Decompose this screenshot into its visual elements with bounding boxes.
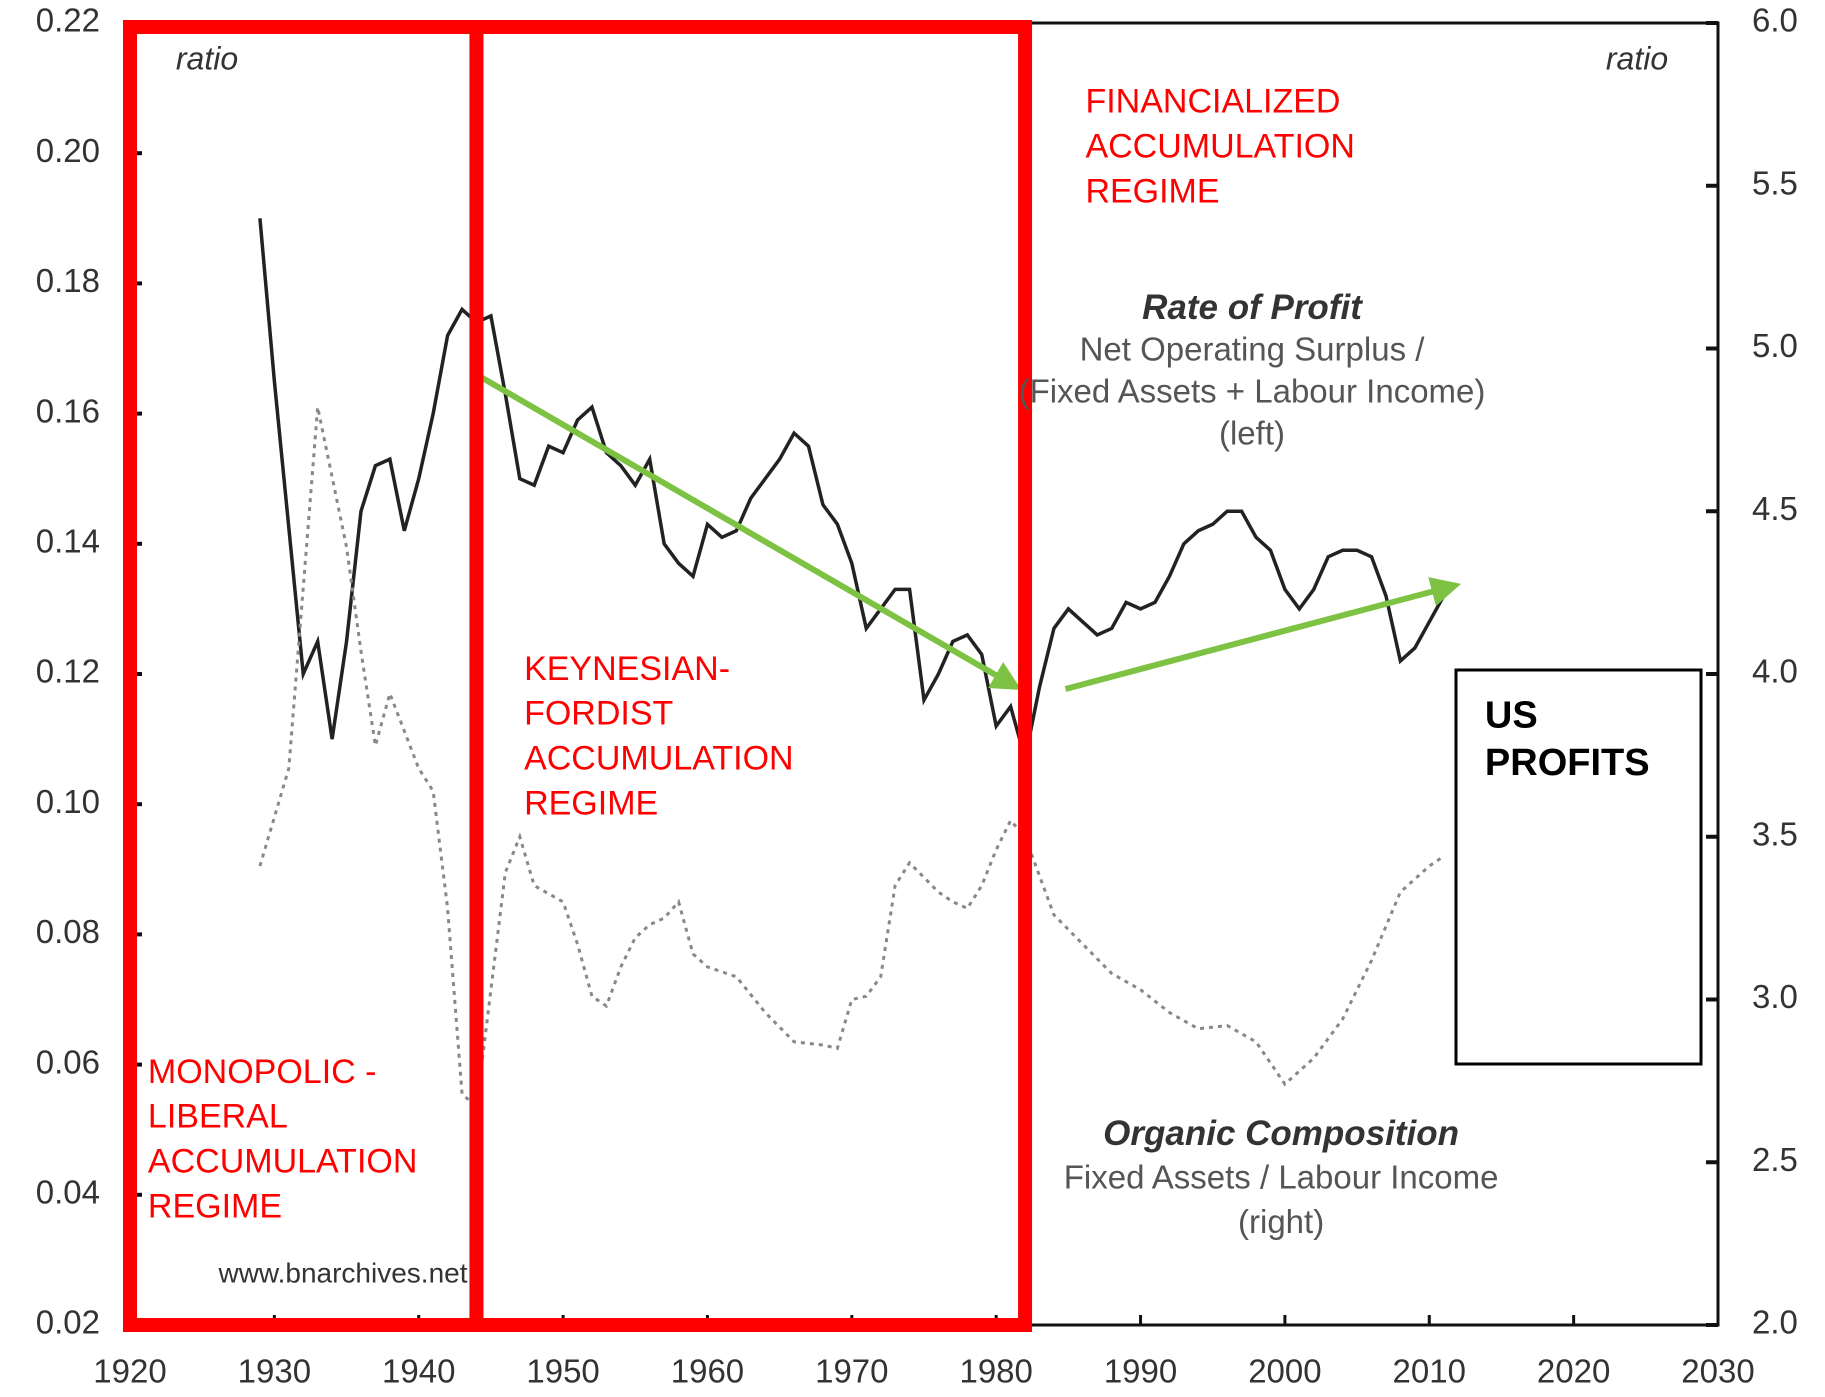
y-tick-label: 0.12: [36, 653, 100, 690]
x-tick-label: 2030: [1681, 1353, 1754, 1390]
box-label: US: [1485, 694, 1538, 736]
series-subtitle: Fixed Assets / Labour Income: [1064, 1159, 1499, 1196]
trend-arrow: [1064, 577, 1462, 692]
series-subtitle: (Fixed Assets + Labour Income): [1019, 372, 1486, 409]
regime-label: ACCUMULATION: [1085, 127, 1355, 165]
regime-label: FORDIST: [524, 695, 673, 733]
source: www.bnarchives.net: [217, 1257, 467, 1288]
regime-label: MONOPOLIC -: [148, 1053, 377, 1091]
y-tick-label: 0.20: [36, 132, 100, 169]
y-tick-label: 0.18: [36, 262, 100, 299]
y2-tick-label: 5.5: [1752, 164, 1798, 201]
y2-tick-label: 3.5: [1752, 815, 1798, 852]
regime-label: ACCUMULATION: [148, 1142, 418, 1180]
regime-label: REGIME: [148, 1187, 282, 1225]
y2-tick-label: 4.5: [1752, 490, 1798, 527]
y-axis-label: ratio: [176, 40, 238, 76]
x-tick-label: 2010: [1393, 1353, 1466, 1390]
y-tick-label: 0.16: [36, 392, 100, 429]
y2-tick-label: 2.0: [1752, 1304, 1798, 1341]
series-subtitle: (left): [1219, 414, 1285, 451]
box-label: PROFITS: [1485, 742, 1650, 784]
regime-label: FINANCIALIZED: [1085, 83, 1340, 121]
y2-tick-label: 4.0: [1752, 653, 1798, 690]
y2-tick-label: 6.0: [1752, 2, 1798, 39]
y-tick-label: 0.04: [36, 1174, 100, 1211]
x-tick-label: 1980: [959, 1353, 1032, 1390]
series-subtitle: (right): [1238, 1203, 1324, 1240]
regime-label: ACCUMULATION: [524, 739, 794, 777]
x-tick-label: 1940: [382, 1353, 455, 1390]
regime-label: KEYNESIAN-: [524, 650, 730, 688]
x-tick-label: 1960: [671, 1353, 744, 1390]
series-title: Rate of Profit: [1142, 288, 1363, 327]
x-tick-label: 1970: [815, 1353, 888, 1390]
y2-axis-label: ratio: [1606, 40, 1668, 76]
x-tick-label: 2020: [1537, 1353, 1610, 1390]
y-tick-label: 0.14: [36, 523, 100, 560]
y-tick-label: 0.22: [36, 2, 100, 39]
x-tick-label: 1930: [238, 1353, 311, 1390]
y2-tick-label: 2.5: [1752, 1141, 1798, 1178]
x-tick-label: 2000: [1248, 1353, 1321, 1390]
y2-tick-label: 3.0: [1752, 978, 1798, 1015]
y-tick-label: 0.08: [36, 913, 100, 950]
x-tick-label: 1920: [93, 1353, 166, 1390]
trend-arrow: [474, 371, 1022, 691]
y-tick-label: 0.02: [36, 1304, 100, 1341]
series-title: Organic Composition: [1103, 1114, 1459, 1153]
y-tick-label: 0.06: [36, 1043, 100, 1080]
regime-label: REGIME: [1085, 172, 1219, 210]
regime-label: LIBERAL: [148, 1098, 288, 1136]
y-tick-label: 0.10: [36, 783, 100, 820]
regime-label: REGIME: [524, 784, 658, 822]
x-tick-label: 1950: [526, 1353, 599, 1390]
regime-box: [469, 20, 1033, 1332]
us-profits-box: [1454, 668, 1703, 1066]
x-tick-label: 1990: [1104, 1353, 1177, 1390]
series-line: [258, 406, 1445, 1110]
y2-tick-label: 5.0: [1752, 327, 1798, 364]
series-subtitle: Net Operating Surplus /: [1080, 330, 1426, 367]
